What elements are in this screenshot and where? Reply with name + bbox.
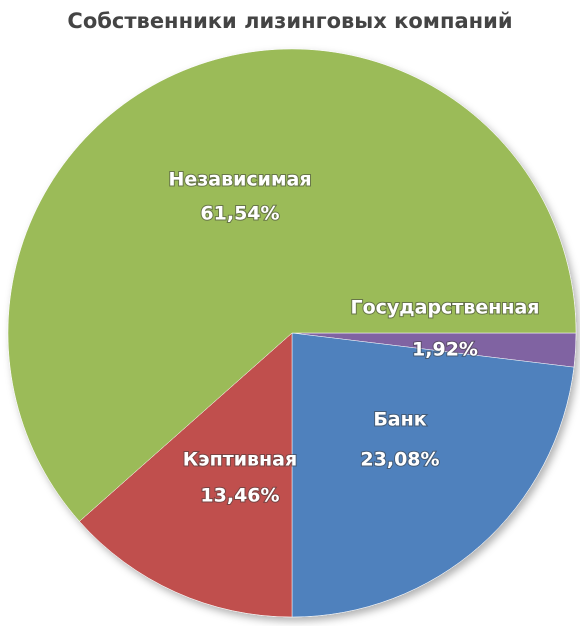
labels: Государственная 1,92% Банк 23,08% Кэптивная 1… <box>167 168 540 508</box>
slice-category-label: Независимая <box>168 169 311 191</box>
pie <box>7 48 577 618</box>
pie-slice <box>7 48 577 522</box>
slice-value-label: 13,46% <box>200 485 279 507</box>
slice-category-label: Государственная <box>350 297 539 319</box>
slice-category-label: Кэптивная <box>183 449 297 471</box>
chart-title: Собственники лизинговых компаний <box>67 9 512 33</box>
pie-slice <box>291 332 575 618</box>
slice-value-label: 1,92% <box>412 339 478 361</box>
slice-value-label: 23,08% <box>360 449 439 471</box>
slice-category-label: Банк <box>373 409 426 431</box>
pie-slice <box>79 332 293 618</box>
slice-value-label: 61,54% <box>200 203 279 225</box>
